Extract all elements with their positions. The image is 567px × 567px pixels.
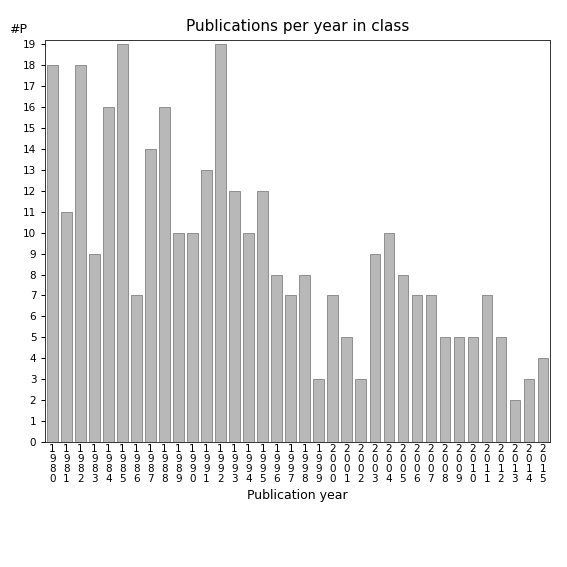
Bar xyxy=(201,170,212,442)
Bar xyxy=(468,337,478,442)
Bar xyxy=(61,211,71,442)
Bar xyxy=(285,295,296,442)
Bar xyxy=(538,358,548,442)
Bar xyxy=(412,295,422,442)
X-axis label: Publication year: Publication year xyxy=(247,489,348,502)
Bar xyxy=(439,337,450,442)
Bar xyxy=(426,295,436,442)
Bar xyxy=(229,191,240,442)
Bar xyxy=(145,149,156,442)
Bar xyxy=(174,232,184,442)
Bar xyxy=(257,191,268,442)
Bar xyxy=(370,253,380,442)
Bar xyxy=(383,232,394,442)
Bar xyxy=(215,44,226,442)
Bar xyxy=(510,400,520,442)
Bar xyxy=(159,107,170,442)
Bar xyxy=(328,295,338,442)
Bar xyxy=(454,337,464,442)
Bar xyxy=(117,44,128,442)
Bar xyxy=(341,337,352,442)
Bar xyxy=(272,274,282,442)
Bar xyxy=(187,232,198,442)
Bar xyxy=(314,379,324,442)
Bar xyxy=(75,65,86,442)
Title: Publications per year in class: Publications per year in class xyxy=(186,19,409,35)
Y-axis label: #P: #P xyxy=(9,23,27,36)
Bar xyxy=(89,253,100,442)
Bar xyxy=(496,337,506,442)
Bar xyxy=(356,379,366,442)
Bar xyxy=(397,274,408,442)
Bar xyxy=(47,65,58,442)
Bar xyxy=(131,295,142,442)
Bar xyxy=(243,232,254,442)
Bar xyxy=(299,274,310,442)
Bar xyxy=(481,295,492,442)
Bar xyxy=(524,379,534,442)
Bar xyxy=(103,107,114,442)
